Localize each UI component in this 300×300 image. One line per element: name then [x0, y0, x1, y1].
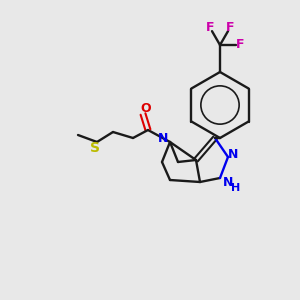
Text: S: S: [90, 141, 100, 155]
Text: N: N: [223, 176, 233, 190]
Text: F: F: [226, 21, 234, 34]
Text: O: O: [141, 103, 151, 116]
Text: H: H: [231, 183, 241, 193]
Text: N: N: [228, 148, 238, 161]
Text: N: N: [158, 131, 168, 145]
Text: F: F: [206, 21, 214, 34]
Text: F: F: [236, 38, 244, 52]
